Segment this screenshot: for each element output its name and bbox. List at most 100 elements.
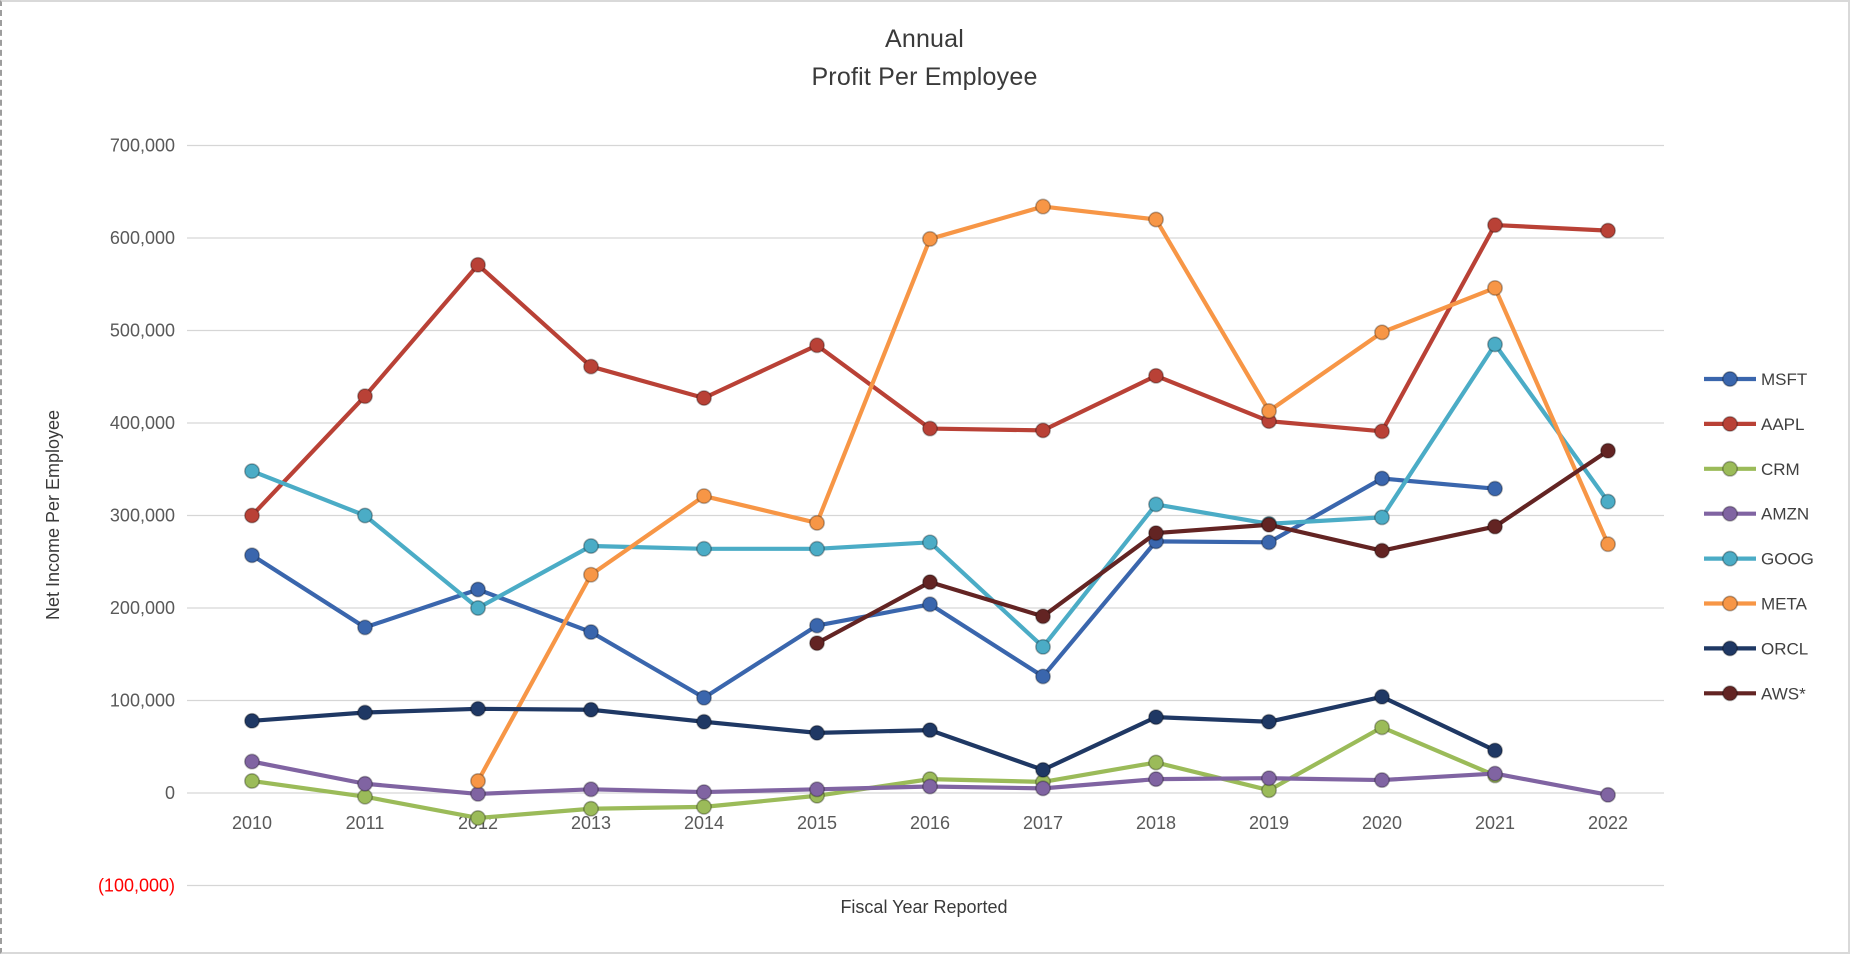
legend-label: META <box>1761 595 1808 614</box>
data-point-AWS*-2021 <box>1487 518 1504 535</box>
y-tick-label: 200,000 <box>110 598 175 618</box>
data-point-META-2022 <box>1600 536 1617 553</box>
legend-label: ORCL <box>1761 639 1808 658</box>
y-axis-title: Net Income Per Employee <box>43 410 63 620</box>
x-tick-label: 2022 <box>1588 813 1628 833</box>
data-point-META-2013 <box>582 566 599 583</box>
y-tick-label: 600,000 <box>110 228 175 248</box>
data-point-ORCL-2017 <box>1035 761 1052 778</box>
data-point-ORCL-2019 <box>1261 713 1278 730</box>
data-point-AWS*-2015 <box>808 635 825 652</box>
data-point-META-2012 <box>469 772 486 789</box>
legend-item-AMZN: AMZN <box>1704 505 1809 524</box>
data-point-ORCL-2010 <box>244 712 261 729</box>
series-lines <box>244 198 1617 826</box>
data-point-MSFT-2012 <box>469 581 486 598</box>
legend-item-META: META <box>1704 595 1808 614</box>
data-point-META-2020 <box>1374 324 1391 341</box>
data-point-CRM-2014 <box>695 798 712 815</box>
data-point-ORCL-2021 <box>1487 742 1504 759</box>
data-point-CRM-2020 <box>1374 719 1391 736</box>
data-point-AAPL-2014 <box>695 390 712 407</box>
data-point-MSFT-2014 <box>695 689 712 706</box>
data-point-GOOG-2012 <box>469 599 486 616</box>
x-tick-label: 2018 <box>1136 813 1176 833</box>
data-point-GOOG-2021 <box>1487 336 1504 353</box>
data-point-AMZN-2016 <box>921 778 938 795</box>
data-point-MSFT-2016 <box>921 596 938 613</box>
legend-marker-dot <box>1722 640 1739 657</box>
data-point-MSFT-2011 <box>356 619 373 636</box>
data-point-META-2018 <box>1148 211 1165 228</box>
legend-item-AWS*: AWS* <box>1704 684 1806 703</box>
data-point-AAPL-2018 <box>1148 367 1165 384</box>
data-point-ORCL-2018 <box>1148 709 1165 726</box>
legend-marker-dot <box>1722 505 1739 522</box>
data-point-GOOG-2013 <box>582 538 599 555</box>
data-point-ORCL-2014 <box>695 713 712 730</box>
x-tick-label: 2013 <box>571 813 611 833</box>
data-point-MSFT-2017 <box>1035 668 1052 685</box>
legend-label: AMZN <box>1761 505 1809 524</box>
y-tick-label: 700,000 <box>110 136 175 156</box>
data-point-CRM-2012 <box>469 809 486 826</box>
chart-title-line-1: Annual <box>884 25 965 53</box>
data-point-ORCL-2020 <box>1374 688 1391 705</box>
data-point-CRM-2010 <box>244 772 261 789</box>
data-point-ORCL-2015 <box>808 724 825 741</box>
data-point-AMZN-2014 <box>695 784 712 801</box>
data-point-AMZN-2011 <box>356 775 373 792</box>
data-point-AAPL-2017 <box>1035 422 1052 439</box>
chart-title-line-2: Profit Per Employee <box>811 63 1038 91</box>
series-line-CRM <box>249 725 1498 821</box>
data-point-AAPL-2021 <box>1487 217 1504 234</box>
data-point-MSFT-2010 <box>244 547 261 564</box>
x-tick-label: 2010 <box>232 813 272 833</box>
y-tick-label: 500,000 <box>110 321 175 341</box>
data-point-AWS*-2018 <box>1148 525 1165 542</box>
y-tick-label: 400,000 <box>110 413 175 433</box>
data-point-AWS*-2016 <box>921 574 938 591</box>
data-point-META-2015 <box>808 514 825 531</box>
data-point-AAPL-2020 <box>1374 423 1391 440</box>
data-point-MSFT-2013 <box>582 624 599 641</box>
x-tick-label: 2017 <box>1023 813 1063 833</box>
data-point-META-2019 <box>1261 402 1278 419</box>
data-point-AWS*-2022 <box>1600 442 1617 459</box>
series-line-ORCL <box>249 694 1498 772</box>
legend: MSFT AAPL CRM AMZN GOOG META ORCL AWS* <box>1704 370 1814 703</box>
data-point-MSFT-2019 <box>1261 534 1278 551</box>
data-point-META-2017 <box>1035 198 1052 215</box>
data-point-AMZN-2013 <box>582 781 599 798</box>
legend-item-AAPL: AAPL <box>1704 415 1804 434</box>
data-point-GOOG-2018 <box>1148 496 1165 513</box>
x-tick-label: 2016 <box>910 813 950 833</box>
legend-item-GOOG: GOOG <box>1704 550 1814 569</box>
data-point-AAPL-2022 <box>1600 222 1617 239</box>
data-point-AWS*-2017 <box>1035 608 1052 625</box>
legend-item-CRM: CRM <box>1704 460 1800 479</box>
data-point-ORCL-2016 <box>921 722 938 739</box>
legend-marker-dot <box>1722 595 1739 612</box>
legend-marker-dot <box>1722 415 1739 432</box>
series-line-AAPL <box>249 222 1611 518</box>
data-point-MSFT-2020 <box>1374 470 1391 487</box>
data-point-MSFT-2015 <box>808 617 825 634</box>
legend-marker-dot <box>1722 685 1739 702</box>
x-tick-label: 2015 <box>797 813 837 833</box>
data-point-CRM-2013 <box>582 800 599 817</box>
data-point-CRM-2018 <box>1148 754 1165 771</box>
data-point-GOOG-2017 <box>1035 638 1052 655</box>
y-axis-tick-labels: 700,000 600,000 500,000 400,000 300,000 200,0… <box>98 136 175 896</box>
data-point-AAPL-2012 <box>469 256 486 273</box>
data-point-GOOG-2020 <box>1374 509 1391 526</box>
data-point-META-2016 <box>921 230 938 247</box>
data-point-AMZN-2017 <box>1035 780 1052 797</box>
legend-label: AWS* <box>1761 684 1806 703</box>
legend-label: AAPL <box>1761 415 1804 434</box>
legend-marker-dot <box>1722 550 1739 567</box>
series-line-META <box>475 204 1611 784</box>
y-tick-label: (100,000) <box>98 876 175 896</box>
